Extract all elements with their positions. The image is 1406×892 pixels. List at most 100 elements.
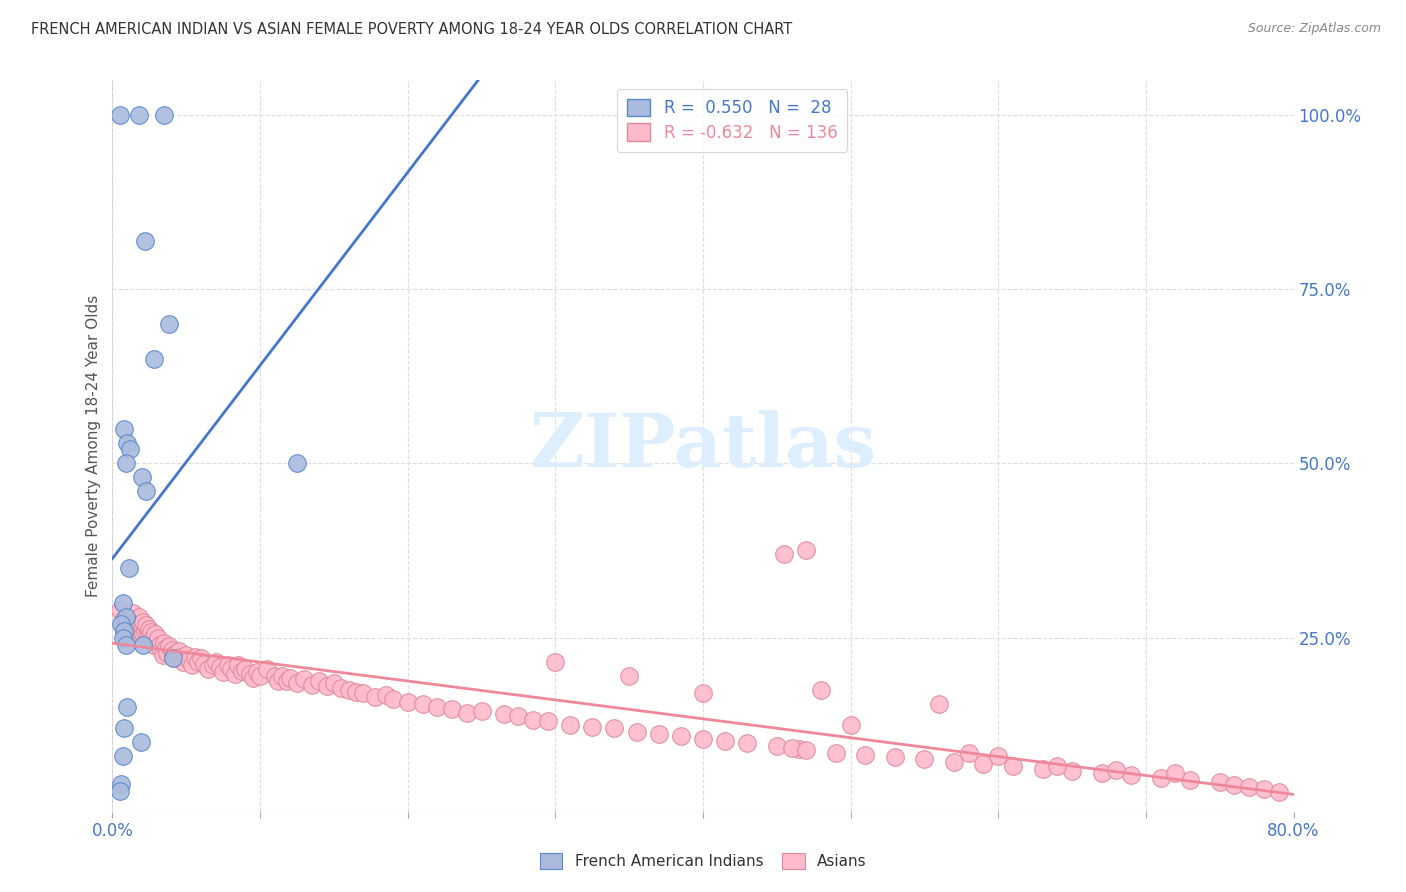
Point — [205, 655, 228, 669]
Point — [382, 691, 405, 706]
Point — [315, 679, 337, 693]
Point — [111, 749, 134, 764]
Point — [138, 629, 160, 643]
Point — [181, 658, 204, 673]
Point — [117, 627, 138, 641]
Point — [492, 707, 515, 722]
Point — [162, 651, 184, 665]
Point — [112, 721, 135, 735]
Point — [692, 686, 714, 700]
Point — [292, 673, 315, 687]
Point — [1091, 766, 1114, 780]
Point — [581, 720, 603, 734]
Point — [112, 421, 135, 435]
Point — [914, 752, 936, 766]
Point — [114, 624, 136, 638]
Point — [839, 717, 862, 731]
Point — [162, 648, 184, 662]
Point — [110, 777, 132, 791]
Point — [619, 669, 641, 683]
Point — [242, 671, 264, 685]
Text: Source: ZipAtlas.com: Source: ZipAtlas.com — [1247, 22, 1381, 36]
Point — [135, 484, 157, 499]
Point — [193, 657, 215, 671]
Point — [626, 724, 648, 739]
Point — [160, 643, 183, 657]
Point — [1239, 780, 1261, 795]
Point — [1062, 764, 1084, 779]
Point — [143, 627, 166, 641]
Point — [714, 733, 737, 747]
Point — [278, 671, 301, 685]
Point — [1105, 763, 1128, 777]
Point — [249, 669, 271, 683]
Point — [558, 717, 582, 731]
Point — [132, 638, 155, 652]
Point — [157, 639, 180, 653]
Point — [1046, 759, 1069, 773]
Point — [352, 686, 374, 700]
Point — [217, 658, 239, 673]
Point — [124, 618, 146, 632]
Point — [973, 757, 995, 772]
Point — [163, 651, 186, 665]
Point — [226, 658, 249, 673]
Point — [824, 746, 846, 760]
Point — [125, 613, 148, 627]
Point — [209, 660, 232, 674]
Point — [212, 665, 235, 680]
Y-axis label: Female Poverty Among 18-24 Year Olds: Female Poverty Among 18-24 Year Olds — [86, 295, 101, 597]
Point — [117, 435, 138, 450]
Point — [957, 746, 980, 760]
Point — [544, 655, 567, 669]
Point — [131, 620, 153, 634]
Point — [1268, 785, 1291, 799]
Legend: French American Indians, Asians: French American Indians, Asians — [533, 847, 873, 875]
Point — [111, 613, 134, 627]
Point — [190, 651, 212, 665]
Point — [603, 721, 626, 735]
Point — [780, 740, 803, 755]
Point — [120, 442, 142, 457]
Point — [152, 648, 174, 662]
Point — [276, 673, 298, 688]
Point — [112, 624, 135, 638]
Point — [142, 638, 165, 652]
Point — [150, 643, 173, 657]
Point — [120, 616, 142, 631]
Point — [157, 317, 180, 331]
Point — [231, 664, 253, 678]
Point — [796, 543, 818, 558]
Point — [396, 695, 419, 709]
Point — [219, 662, 242, 676]
Point — [692, 731, 714, 746]
Point — [111, 631, 134, 645]
Point — [1164, 766, 1187, 780]
Point — [737, 736, 759, 750]
Point — [810, 682, 832, 697]
Point — [942, 755, 965, 769]
Point — [135, 618, 157, 632]
Point — [669, 730, 692, 744]
Point — [129, 624, 152, 638]
Point — [136, 632, 159, 646]
Point — [301, 678, 323, 692]
Point — [470, 704, 494, 718]
Point — [884, 750, 907, 764]
Point — [122, 606, 145, 620]
Point — [308, 673, 330, 688]
Point — [153, 108, 176, 122]
Point — [337, 682, 360, 697]
Point — [108, 784, 131, 798]
Point — [136, 625, 159, 640]
Point — [139, 625, 162, 640]
Point — [131, 631, 153, 645]
Point — [787, 742, 810, 756]
Point — [264, 669, 287, 683]
Point — [169, 650, 191, 665]
Point — [111, 596, 134, 610]
Point — [128, 616, 150, 631]
Point — [142, 351, 165, 366]
Point — [114, 457, 136, 471]
Point — [149, 638, 172, 652]
